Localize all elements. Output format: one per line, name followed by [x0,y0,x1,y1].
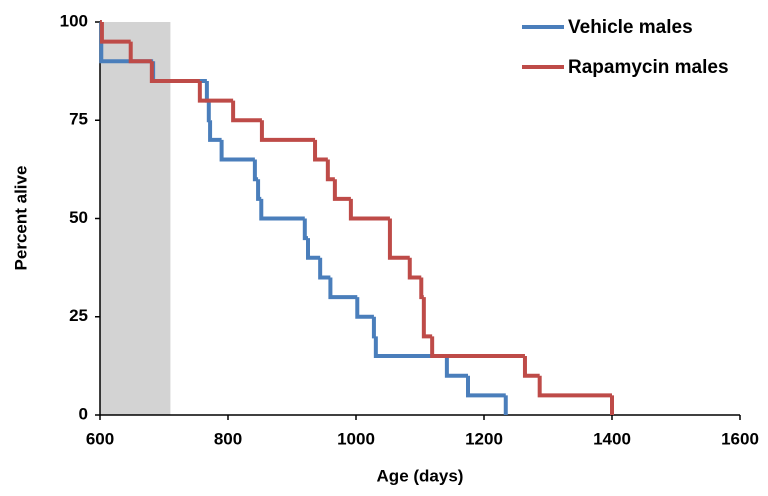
survival-step [318,257,331,280]
survival-step [313,139,328,162]
survival-step [444,356,468,378]
survival-step [419,277,424,300]
y-tick-label: 0 [79,404,88,423]
survival-step [373,336,447,359]
x-tick-label: 1400 [593,429,631,448]
survival-step [407,257,422,280]
survival-step [206,100,211,123]
survival-step [259,120,316,142]
y-tick-label: 25 [69,306,88,325]
survival-step [522,356,540,378]
survival-step [325,159,335,182]
x-axis-title: Age (days) [377,466,464,485]
survival-step [219,139,255,162]
x-tick-label: 1200 [465,429,503,448]
shaded-region [100,22,171,415]
survival-step [128,41,152,64]
y-tick-label: 50 [69,208,88,227]
survival-step [466,375,506,398]
survival-step [537,375,612,398]
y-tick-label: 100 [60,11,88,30]
x-tick-label: 1600 [721,429,759,448]
survival-step [332,179,351,201]
survival-step [256,179,262,201]
x-tick-label: 600 [86,429,114,448]
y-axis-title: Percent alive [11,166,30,271]
survival-step [355,297,374,319]
survival-step [259,198,305,221]
survival-step [197,80,234,103]
survival-step [387,218,410,260]
survival-step [252,159,259,182]
x-tick-label: 1000 [337,429,375,448]
survival-step [204,80,209,103]
survival-step [231,100,262,123]
survival-step [371,316,376,339]
survival-step [99,22,131,44]
survival-step [348,198,390,221]
legend-label: Rapamycin males [568,57,729,78]
x-tick-label: 800 [214,429,242,448]
survival-step [208,120,222,142]
survival-step [306,238,321,260]
survival-step [328,277,358,300]
survival-step [421,297,433,339]
survival-step [149,61,200,83]
legend-label: Vehicle males [568,17,693,38]
survival-step [302,218,308,241]
y-tick-label: 75 [69,110,88,129]
survival-step [430,336,525,359]
